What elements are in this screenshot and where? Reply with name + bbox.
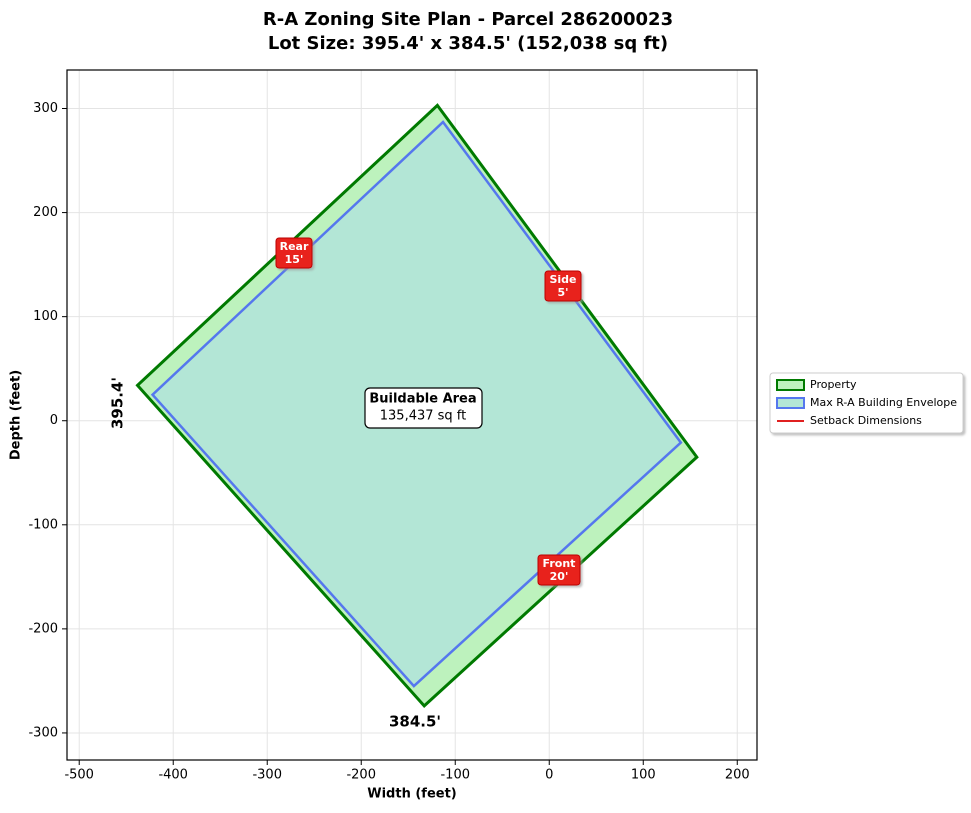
setback-label: Front [543, 557, 576, 570]
x-tick-label: 100 [631, 768, 656, 783]
setback-value: 20' [550, 570, 569, 583]
legend-label: Max R-A Building Envelope [810, 396, 957, 409]
legend-label: Setback Dimensions [810, 414, 922, 427]
x-tick-label: 0 [545, 768, 553, 783]
y-tick-label: -300 [28, 725, 58, 740]
setback-value: 5' [557, 286, 568, 299]
badge-box [544, 270, 582, 302]
x-tick-label: -300 [252, 768, 282, 783]
dimension-label: 384.5' [389, 713, 441, 731]
setback-label: Rear [280, 240, 309, 253]
x-axis-label: Width (feet) [367, 787, 456, 802]
legend-swatch [776, 379, 805, 391]
badge-box [275, 237, 313, 269]
chart-subtitle: Lot Size: 395.4' x 384.5' (152,038 sq ft… [268, 33, 668, 54]
area-value: 135,437 sq ft [380, 409, 467, 424]
y-tick-label: 200 [33, 205, 58, 220]
x-tick-label: -100 [440, 768, 470, 783]
badge-box [537, 554, 581, 586]
chart-title: R-A Zoning Site Plan - Parcel 286200023 [263, 9, 673, 30]
y-tick-label: -200 [28, 621, 58, 636]
plot-frame [66, 69, 758, 761]
x-tick-label: 200 [725, 768, 750, 783]
setback-label: Side [549, 273, 576, 286]
x-tick-label: -500 [64, 768, 94, 783]
legend-swatch [776, 397, 805, 409]
x-tick-label: -400 [158, 768, 188, 783]
y-tick-label: -100 [28, 517, 58, 532]
dimension-label: 395.4' [109, 377, 127, 429]
legend-label: Property [810, 378, 857, 391]
legend-box [769, 372, 964, 434]
x-tick-label: -200 [346, 768, 376, 783]
y-tick-label: 300 [33, 101, 58, 116]
y-axis-label: Depth (feet) [9, 370, 24, 460]
y-tick-label: 100 [33, 309, 58, 324]
y-tick-label: 0 [50, 413, 58, 428]
area-box [364, 387, 483, 429]
setback-value: 15' [285, 253, 304, 266]
area-label: Buildable Area [369, 392, 476, 407]
